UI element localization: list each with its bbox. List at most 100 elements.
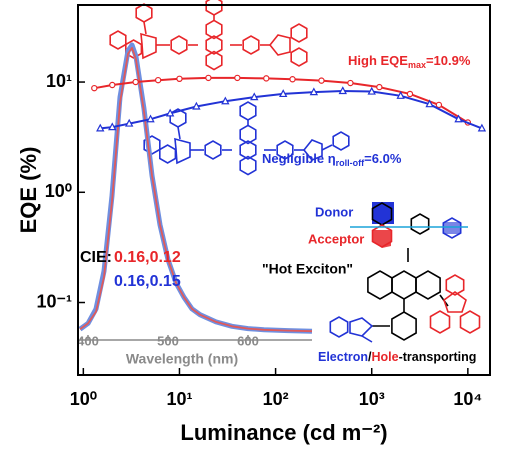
- transport-label: Electron/Hole-transporting: [318, 350, 476, 364]
- structure-ring: [367, 270, 393, 300]
- structure-ring: [204, 140, 222, 160]
- annotation-part: roll-off: [336, 158, 365, 168]
- structure-bond: [321, 144, 333, 151]
- hot-exciton-label: "Hot Exciton": [262, 261, 353, 277]
- x-axis-title: Luminance (cd m⁻²): [180, 420, 387, 445]
- structure-ring: [268, 34, 291, 56]
- eqe-marker: [406, 90, 414, 98]
- annotation: High EQEmax=10.9%: [348, 53, 471, 70]
- structure-ring: [159, 144, 177, 164]
- structure-ring: [239, 124, 257, 145]
- structure-ring: [391, 311, 417, 341]
- x-tick-label: 10⁴: [453, 389, 482, 409]
- eqe-marker: [309, 87, 319, 96]
- eqe-marker: [347, 79, 354, 87]
- eqe-marker: [454, 114, 463, 123]
- annotation-part: =10.9%: [426, 53, 471, 68]
- structure-ring: [349, 317, 374, 337]
- eqe-marker: [338, 86, 347, 95]
- structure-ring: [239, 155, 257, 176]
- plot-frame: [77, 4, 491, 376]
- structure-ring: [415, 270, 441, 300]
- structure-ring: [205, 50, 223, 71]
- eqe-marker: [477, 123, 487, 132]
- eqe-marker: [425, 99, 434, 108]
- acceptor-label: Acceptor: [308, 231, 364, 246]
- eqe-marker: [109, 81, 116, 89]
- structure-ring: [290, 23, 308, 43]
- structure-ring: [170, 35, 188, 55]
- inset-x-axis-title: Wavelength (nm): [126, 351, 238, 367]
- structure-ring: [140, 32, 157, 60]
- eqe-marker: [263, 75, 270, 82]
- structure-ring: [109, 30, 127, 50]
- eqe-marker: [125, 118, 134, 127]
- eqe-line: [100, 89, 483, 130]
- annotation-part: High EQE: [348, 53, 408, 68]
- annotation: Negligible ηroll-off=6.0%: [262, 151, 402, 168]
- eqe-marker: [108, 122, 117, 131]
- eqe-marker: [318, 77, 325, 84]
- acceptor-ring-fill: [373, 230, 391, 248]
- y-tick-label: 10⁰: [45, 181, 72, 201]
- eqe-marker: [146, 114, 155, 123]
- structure-ring: [205, 0, 223, 16]
- structure-bond: [177, 126, 181, 140]
- annotation-part: =6.0%: [364, 151, 402, 166]
- eqe-marker: [435, 101, 443, 109]
- eqe-marker: [91, 84, 98, 92]
- structure-ring: [442, 217, 462, 239]
- inset-x-tick-label: 500: [157, 333, 179, 348]
- structure-ring: [443, 291, 467, 313]
- cie-red: 0.16,0.12: [114, 249, 181, 266]
- acceptor-ring-fill: [444, 222, 460, 234]
- transport-part: /: [368, 350, 372, 364]
- structure-ring: [135, 3, 153, 23]
- structure-ring: [332, 131, 350, 151]
- annotation-part: Negligible η: [262, 151, 336, 166]
- eqe-marker: [192, 101, 201, 110]
- eqe-marker: [396, 91, 405, 99]
- structure-ring: [143, 135, 161, 155]
- eqe-marker: [205, 74, 212, 82]
- structure-ring: [329, 316, 349, 338]
- annotation-part: max: [408, 60, 426, 70]
- eqe-marker: [250, 92, 259, 101]
- structure-ring: [410, 213, 430, 235]
- structure-ring: [242, 35, 260, 55]
- cie-blue: 0.16,0.15: [114, 273, 181, 290]
- structure-bond: [143, 21, 147, 35]
- inset-x-tick-label: 600: [237, 333, 259, 348]
- structure-ring: [290, 47, 308, 67]
- eqe-marker: [154, 76, 162, 84]
- eqe-marker: [132, 78, 139, 86]
- structure-ring: [205, 19, 223, 40]
- y-tick-label: 10¹: [46, 71, 72, 91]
- structure-ring: [174, 137, 191, 165]
- structure-ring: [276, 140, 294, 160]
- eqe-marker: [165, 108, 175, 117]
- eqe-marker: [279, 89, 288, 98]
- eqe-marker: [96, 123, 105, 132]
- eqe-marker: [367, 86, 376, 95]
- transport-part: -transporting: [399, 350, 477, 364]
- eqe-marker: [234, 74, 241, 82]
- x-tick-label: 10²: [263, 389, 289, 409]
- transport-part: Hole: [372, 350, 399, 364]
- structure-ring: [459, 310, 481, 334]
- eqe-marker: [221, 96, 230, 105]
- inset-x-tick-label: 400: [77, 333, 99, 348]
- x-tick-label: 10⁰: [70, 389, 97, 409]
- structure-ring: [429, 310, 451, 334]
- structure-ring: [205, 35, 223, 55]
- x-tick-label: 10³: [359, 389, 385, 409]
- eqe-marker: [176, 75, 183, 83]
- structure-bond: [361, 335, 373, 343]
- transport-part: Electron: [318, 350, 368, 364]
- cie-label: CIE:: [80, 249, 112, 266]
- structure-ring: [239, 140, 257, 160]
- structure-ring: [445, 274, 465, 296]
- y-axis-title: EQE (%): [16, 147, 41, 234]
